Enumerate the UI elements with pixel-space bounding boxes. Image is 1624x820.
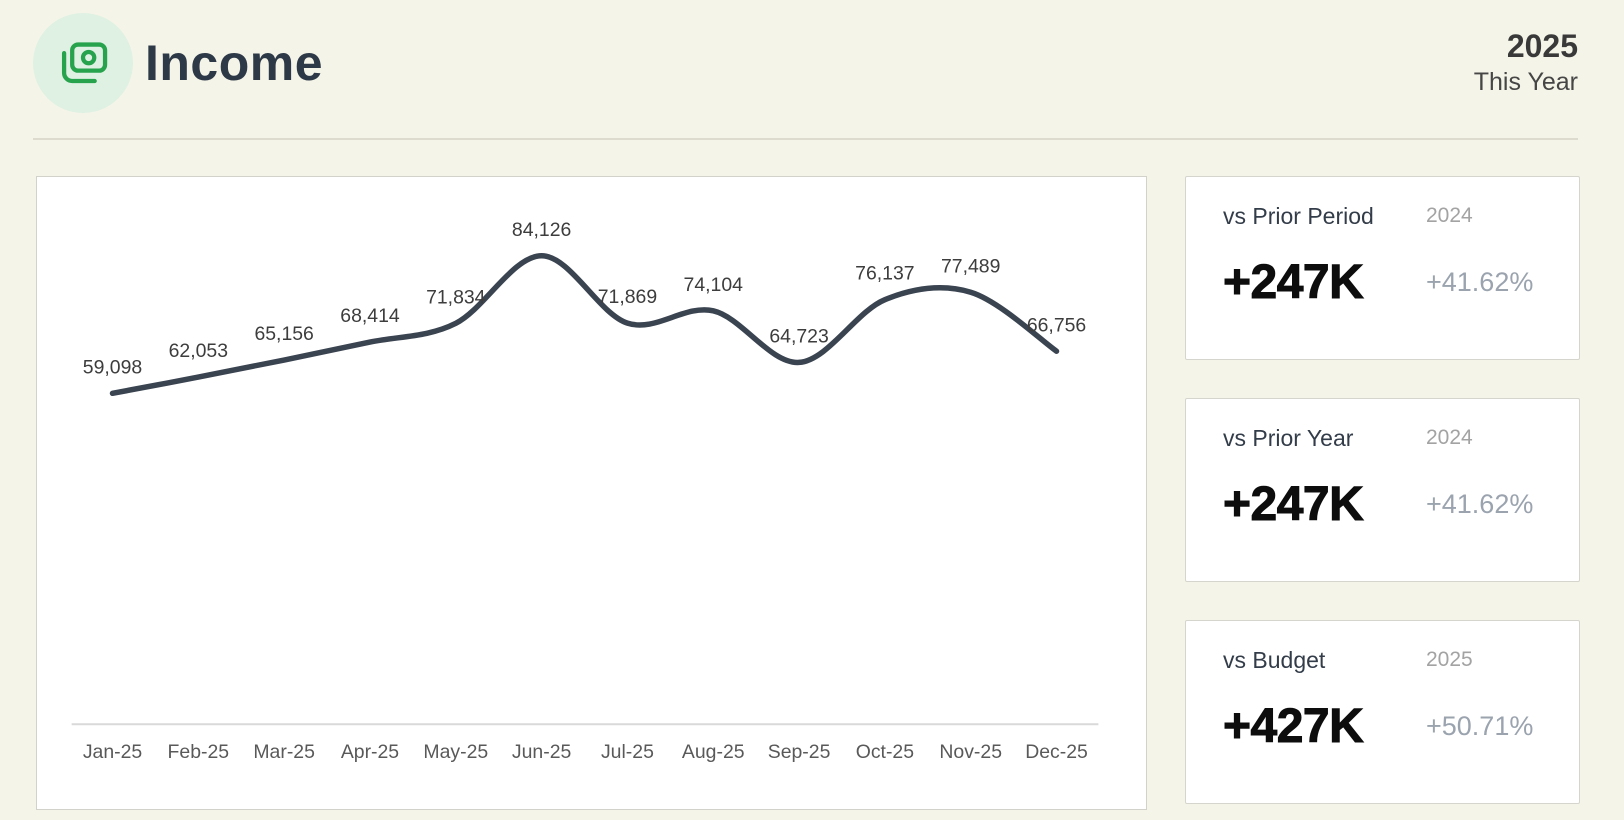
banknote-icon bbox=[61, 42, 108, 84]
x-axis-label: Sep-25 bbox=[768, 741, 831, 763]
x-axis-label: Oct-25 bbox=[856, 741, 914, 763]
income-chart-panel: 59,098 62,053 65,156 68,414 71,834 84,126 71,8… bbox=[36, 176, 1147, 810]
kpi-card-vs-prior-year: vs Prior Year 2024 +247K +41.62% bbox=[1185, 398, 1580, 582]
kpi-compare-year: 2024 bbox=[1426, 204, 1473, 227]
kpi-delta-value: +247K bbox=[1223, 255, 1365, 309]
data-point-label: 76,137 bbox=[855, 263, 914, 285]
x-axis-label: Nov-25 bbox=[939, 741, 1002, 763]
data-point-label: 71,834 bbox=[426, 286, 486, 308]
x-axis-label: Jul-25 bbox=[601, 741, 654, 763]
kpi-delta-percent: +41.62% bbox=[1426, 266, 1534, 297]
data-point-label: 62,053 bbox=[169, 340, 228, 362]
kpi-card-vs-prior-period: vs Prior Period 2024 +247K +41.62% bbox=[1185, 176, 1580, 360]
kpi-delta-value: +247K bbox=[1223, 477, 1365, 531]
income-line-chart: 59,098 62,053 65,156 68,414 71,834 84,126 71,8… bbox=[71, 219, 1099, 763]
header-year: 2025 bbox=[1506, 28, 1578, 64]
x-axis-label: Jan-25 bbox=[83, 741, 142, 763]
data-point-label: 71,869 bbox=[598, 286, 657, 308]
data-point-label: 68,414 bbox=[340, 305, 400, 327]
income-icon-badge bbox=[33, 13, 133, 113]
income-series-line bbox=[109, 253, 1060, 397]
x-axis-label: Apr-25 bbox=[341, 741, 399, 763]
kpi-compare-year: 2025 bbox=[1426, 648, 1473, 671]
x-axis-label: Feb-25 bbox=[168, 741, 230, 763]
data-point-label: 84,126 bbox=[512, 219, 571, 241]
page-title: Income bbox=[145, 35, 324, 91]
data-point-label: 64,723 bbox=[769, 325, 828, 347]
kpi-compare-year: 2024 bbox=[1426, 426, 1473, 449]
data-point-label: 74,104 bbox=[684, 274, 744, 296]
x-axis-label: May-25 bbox=[423, 741, 488, 763]
header-divider bbox=[33, 138, 1578, 140]
data-point-label: 77,489 bbox=[941, 255, 1000, 277]
kpi-card-vs-budget: vs Budget 2025 +427K +50.71% bbox=[1185, 620, 1580, 804]
data-point-label: 65,156 bbox=[254, 323, 313, 345]
x-axis-label: Aug-25 bbox=[682, 741, 745, 763]
kpi-delta-percent: +41.62% bbox=[1426, 488, 1534, 519]
data-point-label: 66,756 bbox=[1027, 314, 1086, 336]
kpi-label: vs Budget bbox=[1223, 646, 1326, 673]
data-point-label: 59,098 bbox=[83, 356, 142, 378]
kpi-delta-value: +427K bbox=[1223, 699, 1365, 753]
kpi-label: vs Prior Year bbox=[1223, 424, 1354, 451]
x-axis-label: Dec-25 bbox=[1025, 741, 1088, 763]
x-axis-label: Mar-25 bbox=[253, 741, 315, 763]
kpi-delta-percent: +50.71% bbox=[1426, 710, 1534, 741]
header-period-label: This Year bbox=[1473, 68, 1578, 96]
x-axis-label: Jun-25 bbox=[512, 741, 571, 763]
kpi-label: vs Prior Period bbox=[1223, 202, 1374, 229]
